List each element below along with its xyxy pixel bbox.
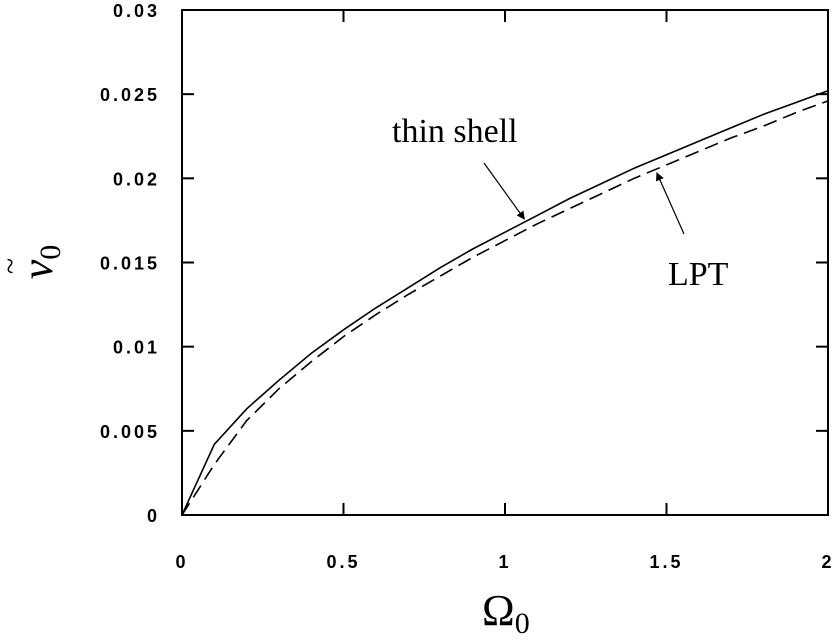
- x-tick-label: 2: [821, 552, 834, 572]
- plot-frame: [181, 9, 829, 516]
- series-line-lpt: [181, 100, 829, 516]
- y-tick-label: 0.02: [113, 169, 160, 189]
- series-line-thin-shell: [181, 90, 829, 516]
- y-tick-label: 0: [147, 506, 160, 526]
- series-group: [181, 90, 829, 516]
- y-tick-label: 0.025: [100, 85, 160, 105]
- y-tick-label: 0.005: [100, 422, 160, 442]
- y-axis-title-accent: ~: [0, 258, 27, 274]
- annotation-label: thin shell: [392, 113, 518, 150]
- axis-ticks: 0 0.5 1 1.5 2 0 0.005 0.01 0.015 0.02 0.025 0.03: [100, 1, 834, 572]
- annotation-arrow: [483, 162, 525, 220]
- x-tick-label: 0.5: [326, 552, 360, 572]
- x-tick-label: 1: [498, 552, 511, 572]
- annotation-label: LPT: [668, 256, 729, 293]
- annotation-arrow: [656, 172, 685, 235]
- x-axis-title: Ω0: [482, 586, 530, 640]
- x-tick-label: 1.5: [649, 552, 683, 572]
- y-tick-label: 0.01: [113, 338, 160, 358]
- y-axis-title: v0 ~: [0, 245, 67, 280]
- svg-text:v0: v0: [13, 245, 67, 280]
- y-tick-label: 0.015: [100, 254, 160, 274]
- x-tick-label: 0: [175, 552, 188, 572]
- annotations-group: thin shell LPT: [392, 113, 729, 293]
- y-tick-label: 0.03: [113, 1, 160, 21]
